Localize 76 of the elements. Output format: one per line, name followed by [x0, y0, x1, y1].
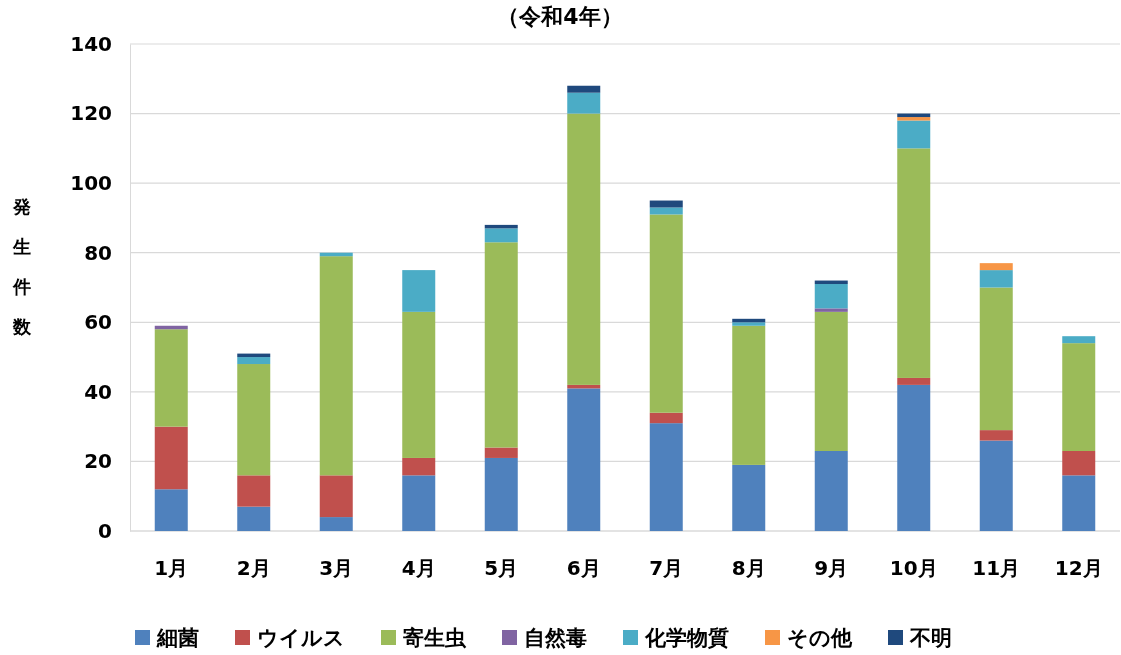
bar	[402, 457, 436, 476]
bar	[237, 506, 271, 531]
bar	[897, 384, 931, 531]
x-tick-label: 12月	[1054, 556, 1103, 581]
bar	[897, 120, 931, 149]
bar	[649, 412, 683, 424]
bar	[979, 440, 1013, 531]
bar	[484, 228, 518, 243]
legend-label: 寄生虫	[403, 626, 467, 650]
y-tick-label: 0	[98, 518, 112, 543]
y-tick-label: 60	[84, 310, 112, 335]
bar	[649, 207, 683, 215]
bar	[814, 308, 848, 312]
bar	[567, 92, 601, 114]
x-tick-label: 11月	[972, 556, 1021, 581]
bar	[1062, 336, 1096, 344]
bar	[897, 377, 931, 385]
bar	[154, 329, 188, 427]
x-tick-label: 2月	[236, 556, 271, 581]
legend-label: 細菌	[156, 626, 199, 650]
bar	[1062, 450, 1096, 476]
bar	[979, 287, 1013, 431]
bar	[484, 242, 518, 448]
legend-label: 自然毒	[524, 626, 587, 650]
bar	[897, 117, 931, 121]
bar	[402, 270, 436, 312]
bar	[814, 450, 848, 531]
bar	[237, 475, 271, 507]
bar	[979, 270, 1013, 288]
bar	[1062, 343, 1096, 451]
bar	[484, 447, 518, 458]
bar	[154, 426, 188, 490]
bar	[732, 322, 766, 326]
x-tick-label: 1月	[154, 556, 189, 581]
x-tick-label: 7月	[649, 556, 684, 581]
y-tick-label: 120	[70, 101, 112, 126]
bar	[484, 457, 518, 531]
bar	[567, 388, 601, 531]
bar	[567, 113, 601, 385]
x-tick-label: 4月	[401, 556, 436, 581]
x-tick-label: 9月	[814, 556, 849, 581]
bar	[567, 85, 601, 93]
bar	[237, 364, 271, 476]
y-tick-label: 80	[84, 240, 112, 265]
bar	[402, 475, 436, 531]
bar	[814, 311, 848, 451]
bar	[319, 517, 353, 531]
bar	[237, 357, 271, 365]
bar	[649, 214, 683, 413]
x-tick-label: 6月	[566, 556, 601, 581]
chart-title: （令和4年）	[497, 4, 623, 29]
x-tick-label: 10月	[889, 556, 938, 581]
bar	[154, 489, 188, 531]
bar	[319, 256, 353, 476]
legend-label: 不明	[909, 626, 952, 650]
bar	[732, 325, 766, 465]
x-tick-label: 8月	[731, 556, 766, 581]
bar	[979, 430, 1013, 441]
y-axis-title: 発生件数	[12, 196, 32, 337]
bar	[979, 263, 1013, 271]
y-tick-label: 100	[70, 171, 112, 196]
bar	[319, 475, 353, 518]
bar	[402, 311, 436, 458]
y-tick-label: 40	[84, 379, 112, 404]
bar	[732, 464, 766, 531]
legend-label: ウイルス	[257, 626, 345, 650]
bar	[897, 148, 931, 378]
y-tick-label: 140	[70, 31, 112, 56]
bar	[1062, 475, 1096, 531]
bar	[814, 284, 848, 309]
legend-label: その他	[787, 626, 853, 650]
x-tick-label: 3月	[319, 556, 354, 581]
x-tick-label: 5月	[484, 556, 519, 581]
y-tick-label: 20	[84, 449, 112, 474]
bar	[649, 423, 683, 531]
legend-label: 化学物質	[644, 626, 729, 650]
